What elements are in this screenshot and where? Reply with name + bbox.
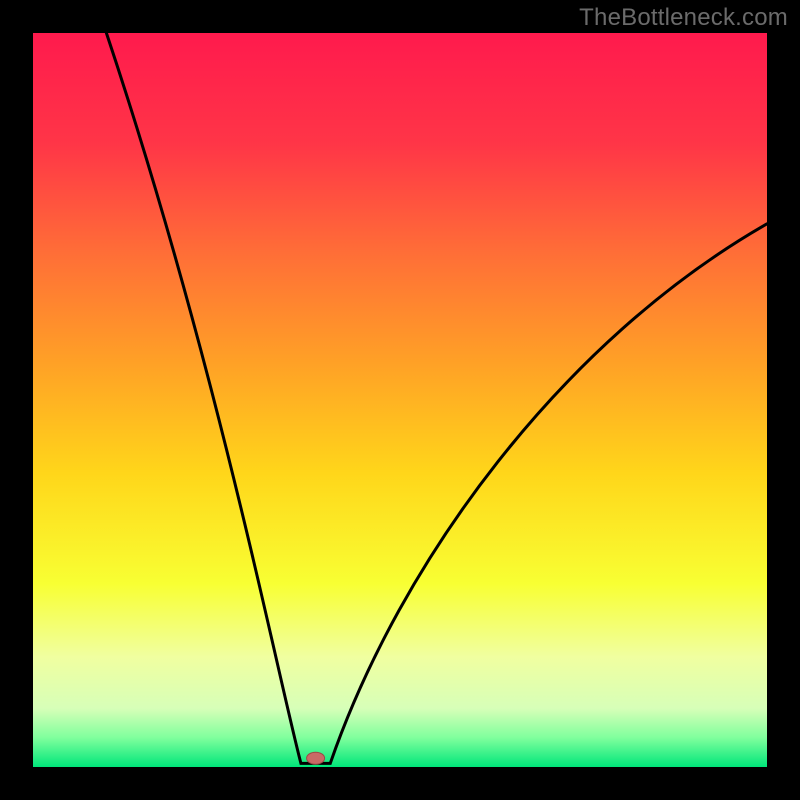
optimal-marker: [307, 752, 325, 764]
watermark-text: TheBottleneck.com: [579, 4, 788, 32]
chart-container: TheBottleneck.com: [0, 0, 800, 800]
bottleneck-chart: [0, 0, 800, 800]
